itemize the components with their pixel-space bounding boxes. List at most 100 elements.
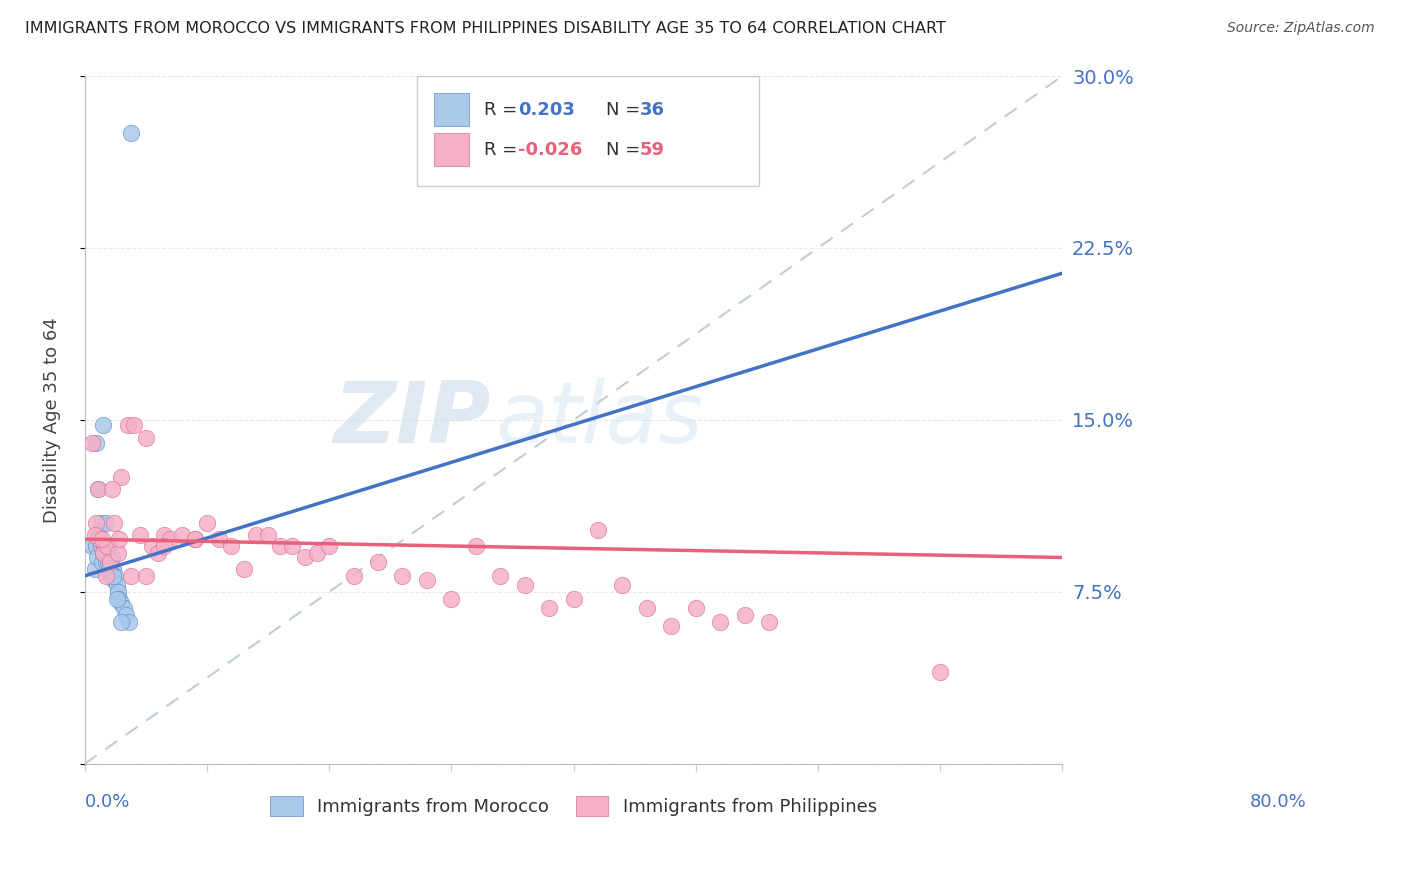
Point <box>80 539 103 553</box>
Point <box>98 562 121 576</box>
Text: N =: N = <box>606 101 645 119</box>
Point <box>100 555 122 569</box>
Point <box>612 578 634 592</box>
Text: 36: 36 <box>640 101 665 119</box>
Point <box>758 615 780 629</box>
Point <box>90 532 112 546</box>
FancyBboxPatch shape <box>418 76 759 186</box>
Point <box>117 417 139 432</box>
Point <box>120 126 142 140</box>
Point <box>146 546 169 560</box>
Point <box>100 550 122 565</box>
Point <box>107 585 129 599</box>
Point <box>108 591 131 606</box>
Point <box>318 539 340 553</box>
Text: Source: ZipAtlas.com: Source: ZipAtlas.com <box>1227 21 1375 36</box>
Point <box>281 539 304 553</box>
Point <box>89 532 111 546</box>
Point <box>195 516 218 530</box>
Point <box>89 532 111 546</box>
Point <box>86 550 108 565</box>
Point <box>135 569 157 583</box>
Point <box>122 417 145 432</box>
Point <box>115 607 138 622</box>
Point <box>141 539 163 553</box>
Point <box>929 665 952 679</box>
Point <box>90 555 112 569</box>
Point <box>367 555 389 569</box>
Point <box>101 562 124 576</box>
Point <box>91 417 114 432</box>
Point <box>440 591 463 606</box>
Point <box>538 601 561 615</box>
Point <box>153 527 176 541</box>
Point <box>84 516 107 530</box>
Point <box>416 574 439 588</box>
Point <box>87 527 110 541</box>
Point <box>107 546 129 560</box>
Point <box>100 569 122 583</box>
Point <box>90 516 112 530</box>
Text: 59: 59 <box>640 141 665 159</box>
Point <box>93 539 115 553</box>
Point <box>120 569 142 583</box>
Point <box>110 596 132 610</box>
Point <box>342 569 364 583</box>
Point <box>94 555 117 569</box>
Point <box>83 562 105 576</box>
Point <box>87 482 110 496</box>
Point <box>489 569 512 583</box>
Point <box>100 482 122 496</box>
Point <box>245 527 267 541</box>
Point <box>659 619 682 633</box>
Point <box>513 578 536 592</box>
Point <box>108 532 131 546</box>
Point <box>98 539 121 553</box>
Text: N =: N = <box>606 141 645 159</box>
Point <box>709 615 731 629</box>
Point <box>80 435 103 450</box>
Point <box>153 539 176 553</box>
Text: IMMIGRANTS FROM MOROCCO VS IMMIGRANTS FROM PHILIPPINES DISABILITY AGE 35 TO 64 C: IMMIGRANTS FROM MOROCCO VS IMMIGRANTS FR… <box>25 21 946 37</box>
Point <box>104 569 127 583</box>
Text: R =: R = <box>484 141 523 159</box>
Point <box>105 591 128 606</box>
Text: atlas: atlas <box>495 378 703 461</box>
Point <box>305 546 328 560</box>
Point <box>84 539 107 553</box>
Point <box>232 562 254 576</box>
Point <box>159 532 181 546</box>
Point <box>586 523 609 537</box>
Point <box>96 546 118 560</box>
Point <box>90 539 112 553</box>
Point <box>94 569 117 583</box>
Point <box>112 601 135 615</box>
Point <box>734 607 756 622</box>
Point <box>294 550 316 565</box>
Point <box>91 546 114 560</box>
Point <box>464 539 486 553</box>
Point <box>135 431 157 445</box>
Point <box>172 527 194 541</box>
Point <box>97 555 120 569</box>
Point <box>101 569 124 583</box>
Point <box>105 578 128 592</box>
Point <box>183 532 205 546</box>
Point <box>103 574 125 588</box>
Point <box>84 435 107 450</box>
Point <box>208 532 231 546</box>
Point <box>91 546 114 560</box>
Text: ZIP: ZIP <box>333 378 491 461</box>
Point <box>257 527 280 541</box>
Point <box>636 601 658 615</box>
Point <box>87 482 110 496</box>
Point <box>391 569 413 583</box>
Point <box>562 591 585 606</box>
Text: R =: R = <box>484 101 523 119</box>
Point <box>83 527 105 541</box>
Text: 0.203: 0.203 <box>517 101 575 119</box>
Point <box>221 539 243 553</box>
Y-axis label: Disability Age 35 to 64: Disability Age 35 to 64 <box>44 317 60 523</box>
Point <box>94 516 117 530</box>
Point <box>183 532 205 546</box>
